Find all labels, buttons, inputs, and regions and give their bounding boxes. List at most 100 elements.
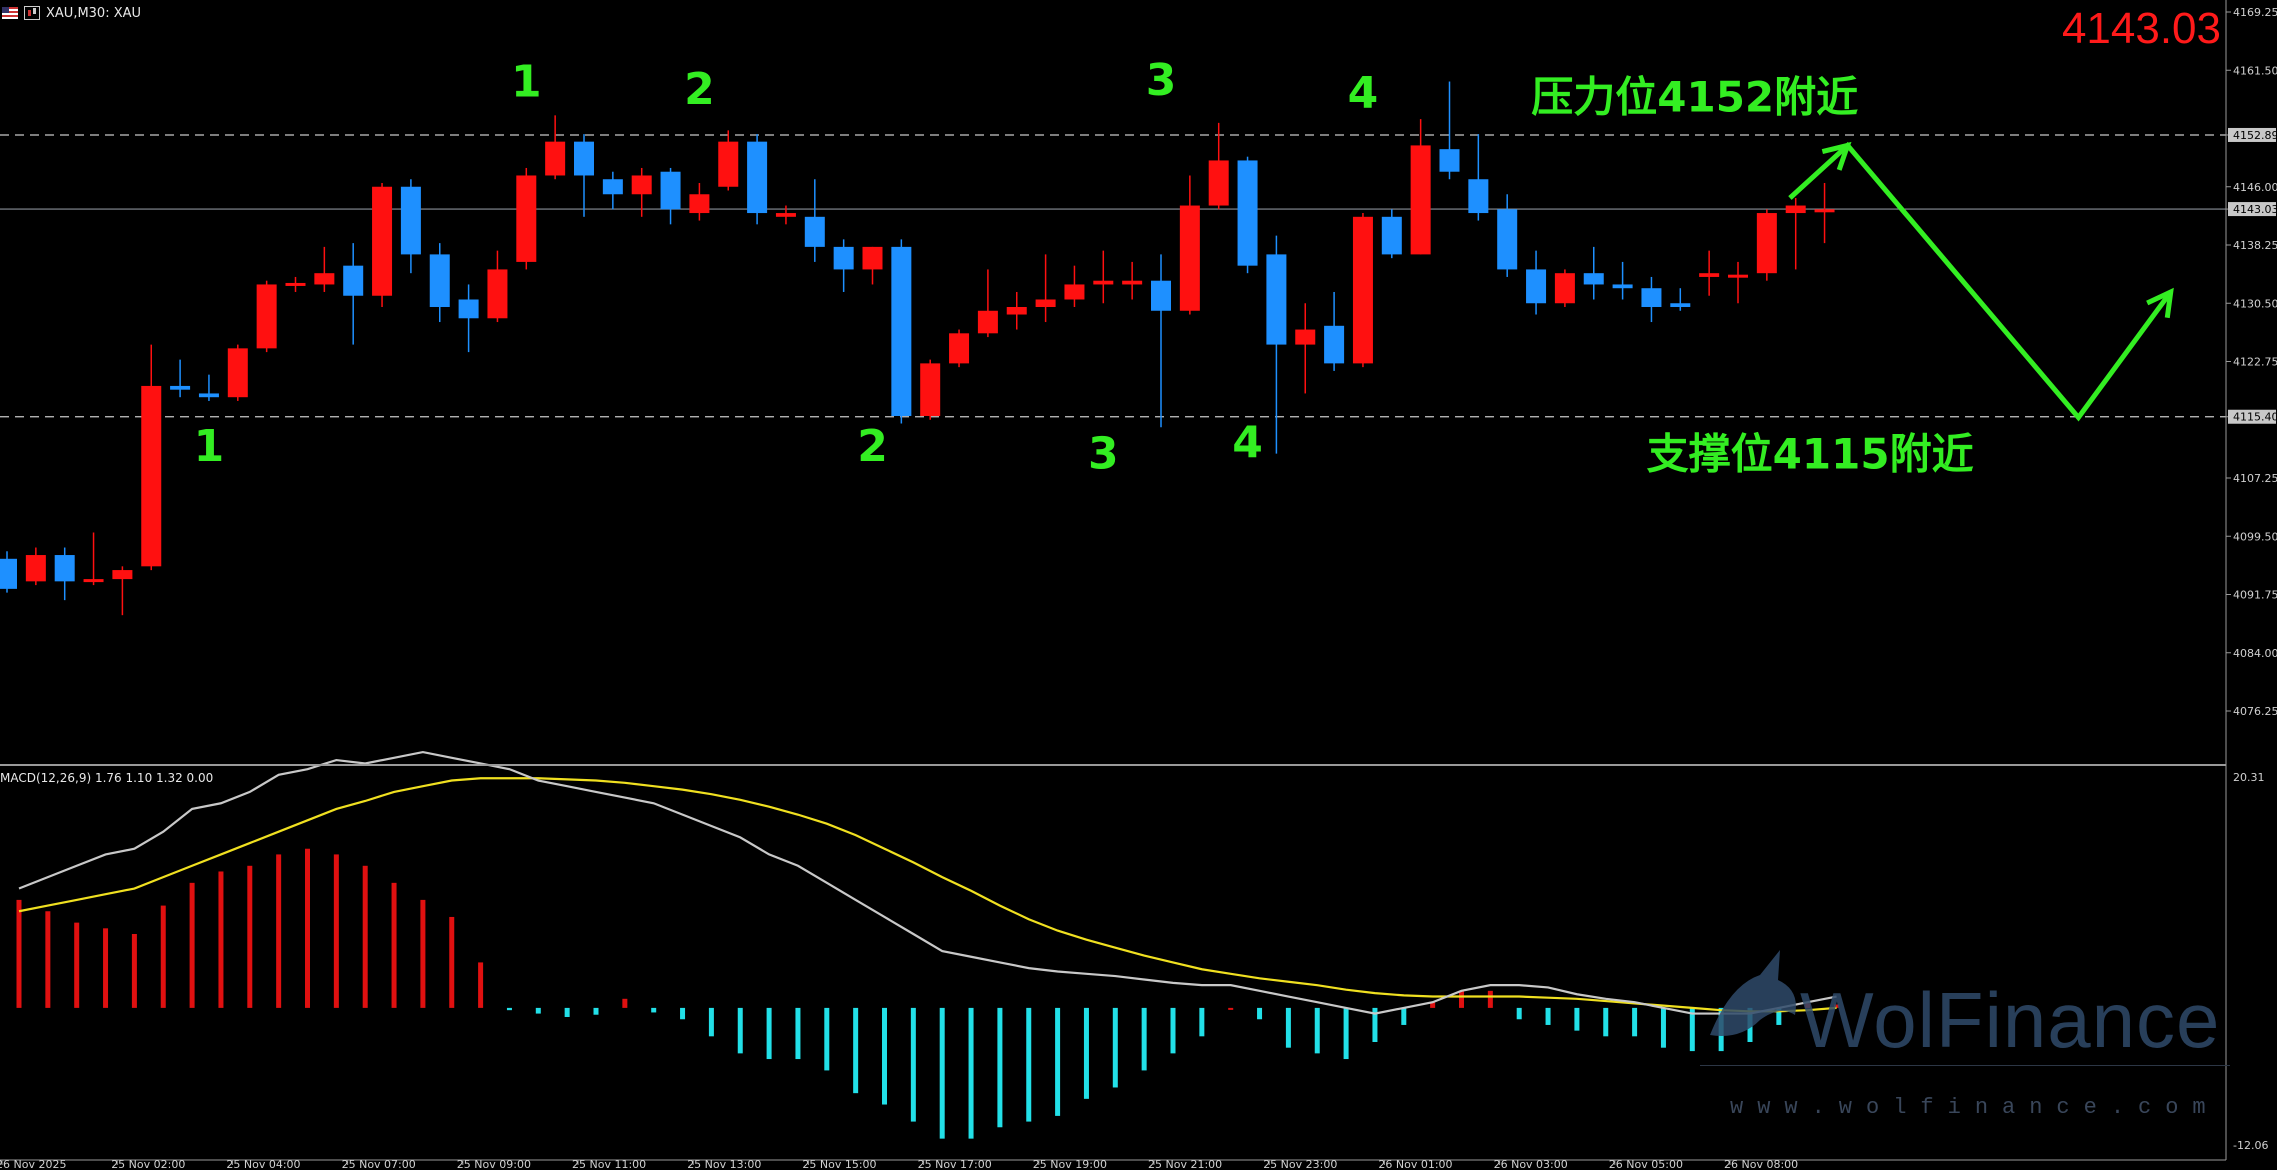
- candle[interactable]: [1208, 122, 1229, 210]
- x-tick-label: 26 Nov 08:00: [1724, 1158, 1798, 1170]
- candle-body: [1179, 205, 1200, 311]
- candle[interactable]: [891, 239, 912, 424]
- candle[interactable]: [833, 239, 854, 292]
- candle[interactable]: [256, 280, 277, 353]
- candle[interactable]: [1439, 81, 1460, 180]
- candle[interactable]: [1583, 246, 1604, 300]
- candle[interactable]: [1785, 198, 1806, 270]
- price-panel[interactable]: [0, 81, 2226, 616]
- candle[interactable]: [516, 167, 537, 270]
- candle-body: [1728, 274, 1748, 278]
- candle[interactable]: [1324, 291, 1345, 371]
- candle[interactable]: [1410, 119, 1431, 255]
- candle[interactable]: [54, 547, 75, 601]
- candle[interactable]: [1814, 182, 1835, 244]
- candle[interactable]: [1151, 254, 1171, 428]
- candle[interactable]: [602, 171, 623, 210]
- macd-bar: [651, 1007, 657, 1013]
- chart-type-icon[interactable]: [24, 6, 40, 20]
- candle-body: [747, 141, 768, 214]
- macd-bar: [1228, 1007, 1234, 1010]
- macd-bar: [1487, 990, 1493, 1008]
- candle[interactable]: [1093, 250, 1114, 304]
- candle[interactable]: [545, 115, 566, 180]
- candle[interactable]: [198, 374, 219, 401]
- candle-body: [1612, 284, 1633, 289]
- candle[interactable]: [977, 269, 998, 338]
- candle-body: [1410, 145, 1431, 255]
- candle[interactable]: [1064, 265, 1085, 308]
- macd-bar: [333, 854, 339, 1008]
- y-tick-highlight: [2228, 409, 2276, 424]
- candle-body: [833, 246, 854, 270]
- macd-bar: [1632, 1007, 1638, 1037]
- candle[interactable]: [949, 329, 970, 368]
- y-tick-label: 4122.75: [2233, 356, 2277, 369]
- candle[interactable]: [112, 566, 133, 616]
- candle[interactable]: [429, 243, 450, 323]
- candle[interactable]: [574, 134, 594, 217]
- candle[interactable]: [1497, 194, 1518, 277]
- candle[interactable]: [1728, 261, 1748, 304]
- candle[interactable]: [314, 246, 335, 292]
- macd-panel[interactable]: [16, 750, 1840, 1139]
- candle[interactable]: [400, 179, 421, 274]
- candle[interactable]: [141, 344, 162, 571]
- candle[interactable]: [25, 547, 46, 586]
- candle[interactable]: [1699, 250, 1720, 296]
- candle[interactable]: [1237, 156, 1258, 274]
- candle[interactable]: [862, 246, 883, 285]
- candle-body: [1266, 254, 1287, 345]
- candle[interactable]: [1179, 175, 1200, 315]
- macd-bar: [1026, 1007, 1032, 1122]
- current-price-display: 4143.03: [2061, 4, 2221, 53]
- candle[interactable]: [487, 250, 508, 323]
- candle-body: [1497, 209, 1518, 270]
- candle[interactable]: [1756, 209, 1777, 281]
- macd-bar: [362, 865, 368, 1008]
- candle-body: [1151, 280, 1171, 311]
- candle[interactable]: [1670, 288, 1691, 311]
- candle[interactable]: [0, 551, 17, 593]
- y-tick-label: 4115.40: [2233, 411, 2277, 424]
- candle[interactable]: [747, 134, 768, 225]
- candle-body: [170, 385, 191, 390]
- candle-body: [343, 265, 364, 296]
- macd-bar: [478, 962, 484, 1008]
- candle[interactable]: [631, 167, 652, 217]
- candle[interactable]: [1006, 291, 1027, 330]
- candle[interactable]: [1554, 269, 1575, 308]
- candle[interactable]: [170, 359, 191, 398]
- candle[interactable]: [1526, 250, 1547, 315]
- candle[interactable]: [227, 344, 248, 401]
- candle[interactable]: [1612, 261, 1633, 300]
- macd-bar: [593, 1007, 599, 1015]
- candle[interactable]: [83, 532, 104, 586]
- macd-bar: [1834, 1004, 1840, 1008]
- candle[interactable]: [718, 130, 739, 191]
- macd-bar: [939, 1007, 945, 1139]
- candle[interactable]: [1352, 213, 1373, 368]
- candle[interactable]: [920, 359, 941, 420]
- candle[interactable]: [804, 179, 825, 262]
- candle[interactable]: [1641, 276, 1662, 323]
- candle[interactable]: [285, 276, 306, 292]
- candle[interactable]: [1295, 303, 1316, 394]
- candle[interactable]: [458, 284, 479, 353]
- candle[interactable]: [689, 182, 710, 221]
- candle[interactable]: [343, 243, 364, 345]
- y-tick-label: 4099.50: [2233, 530, 2277, 543]
- macd-bar: [622, 998, 628, 1008]
- candle-body: [1122, 280, 1143, 285]
- candle[interactable]: [1266, 235, 1287, 454]
- candle[interactable]: [775, 205, 796, 225]
- candle[interactable]: [660, 167, 681, 225]
- macd-bar: [1805, 1003, 1811, 1008]
- candle[interactable]: [372, 182, 393, 308]
- candle[interactable]: [1122, 261, 1143, 300]
- candle[interactable]: [1381, 209, 1402, 259]
- candle[interactable]: [1035, 254, 1056, 323]
- candle[interactable]: [1468, 134, 1489, 221]
